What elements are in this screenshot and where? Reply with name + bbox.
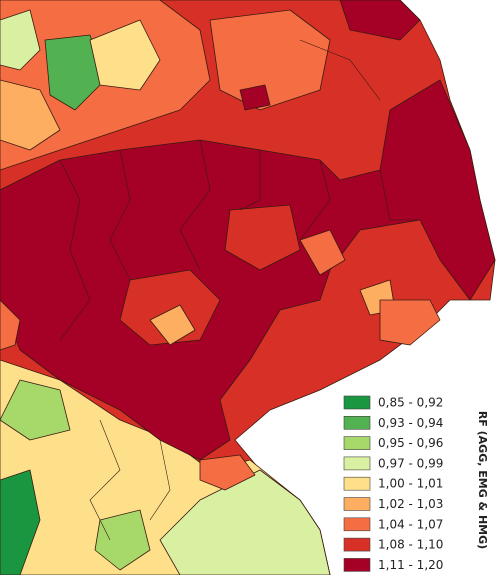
legend-swatch — [343, 456, 371, 471]
legend-swatch — [343, 537, 371, 552]
district-border — [299, 39, 381, 101]
legend-swatch — [343, 517, 371, 532]
region — [224, 204, 301, 271]
district-border — [379, 169, 420, 221]
region — [339, 0, 421, 41]
region — [159, 469, 331, 575]
legend-title: RF (AGG, EMG & HMG) — [476, 411, 489, 549]
legend-label: 0,95 - 0,96 — [378, 436, 443, 450]
region — [0, 79, 496, 461]
legend-swatch — [343, 558, 371, 572]
region — [0, 79, 61, 151]
region — [0, 469, 41, 575]
region — [149, 304, 196, 346]
region — [299, 229, 346, 276]
legend-swatch — [343, 436, 371, 450]
district-border — [299, 159, 331, 241]
legend-swatch — [343, 415, 371, 430]
region — [89, 19, 161, 91]
legend-label: 0,85 - 0,92 — [378, 396, 443, 410]
district-border — [239, 150, 261, 211]
district-border — [179, 139, 211, 271]
legend-label: 1,08 - 1,10 — [378, 538, 443, 552]
legend-label: 0,97 - 0,99 — [378, 456, 443, 470]
legend-label: 1,04 - 1,07 — [378, 517, 443, 531]
legend-label: 0,93 - 0,94 — [378, 416, 443, 430]
region — [379, 299, 441, 346]
region — [119, 269, 221, 346]
legend-label: 1,11 - 1,20 — [378, 558, 443, 572]
region — [209, 9, 331, 111]
district-border — [59, 159, 91, 341]
region — [239, 84, 271, 111]
region — [0, 9, 41, 71]
district-border — [149, 439, 171, 521]
legend-swatch — [343, 395, 371, 410]
legend-swatch — [343, 476, 371, 491]
region — [94, 509, 151, 571]
region — [44, 34, 106, 111]
legend-label: 1,00 - 1,01 — [378, 477, 443, 491]
region — [199, 454, 256, 491]
district-border — [89, 419, 121, 541]
district-border — [109, 149, 131, 281]
region — [0, 379, 71, 441]
legend: 0,85 - 0,92 0,93 - 0,94 0,95 - 0,96 0,97 - … — [343, 395, 443, 572]
legend-label: 1,02 - 1,03 — [378, 497, 443, 511]
legend-swatch — [343, 497, 371, 511]
region — [0, 299, 21, 351]
